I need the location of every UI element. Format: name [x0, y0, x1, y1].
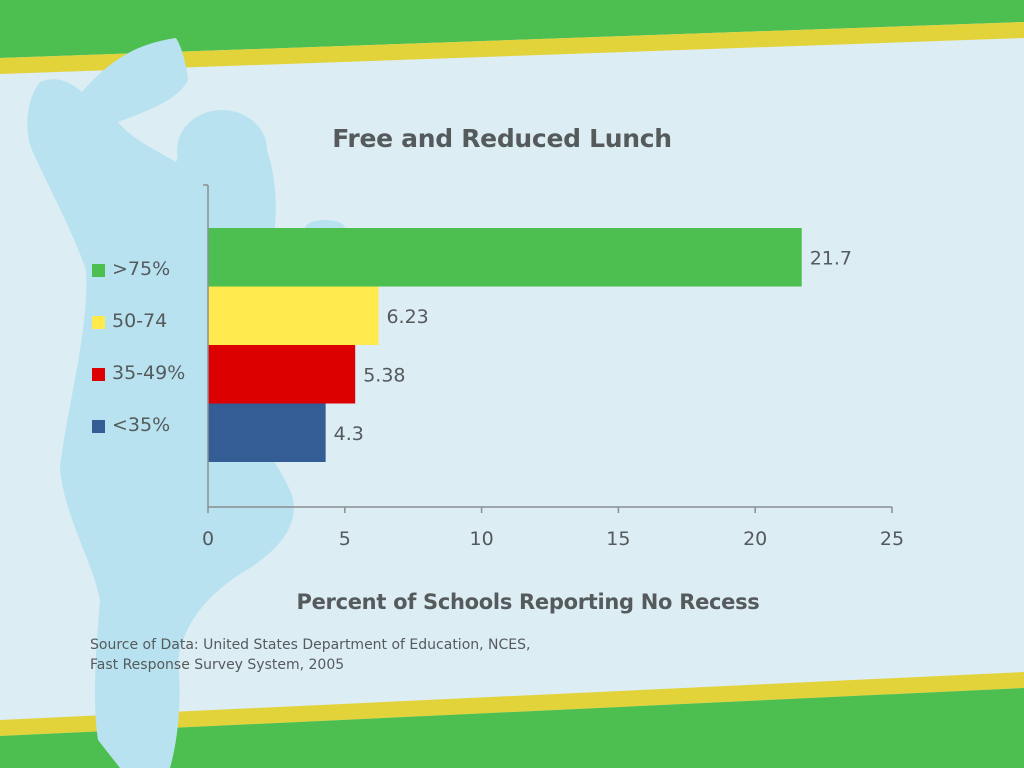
data-label: 4.3 — [334, 423, 364, 445]
legend-swatch — [92, 368, 105, 381]
chart-title: Free and Reduced Lunch — [332, 124, 672, 153]
source-note: Source of Data: United States Department… — [90, 635, 530, 675]
data-label: 21.7 — [810, 247, 852, 269]
x-tick-label: 20 — [743, 528, 767, 550]
legend-label: <35% — [112, 414, 171, 436]
x-tick-label: 15 — [606, 528, 630, 550]
top-yellow-band — [0, 22, 1024, 74]
data-label: 6.23 — [386, 306, 428, 328]
x-axis-title: Percent of Schools Reporting No Recess — [296, 590, 760, 614]
x-tick-label: 10 — [470, 528, 494, 550]
x-tick-label: 5 — [339, 528, 351, 550]
legend-label: 35-49% — [112, 362, 186, 384]
x-tick-label: 0 — [202, 528, 214, 550]
top-green-band — [0, 0, 1024, 58]
legend-label: 50-74 — [112, 310, 168, 332]
legend-label: >75% — [112, 258, 171, 280]
source-line: Fast Response Survey System, 2005 — [90, 657, 345, 673]
bottom-green-band — [0, 688, 1024, 768]
legend-swatch — [92, 420, 105, 433]
legend-swatch — [92, 316, 105, 329]
legend-swatch — [92, 264, 105, 277]
source-line: Source of Data: United States Department… — [90, 637, 531, 653]
bar — [208, 403, 326, 462]
bar — [208, 345, 356, 404]
bar — [208, 228, 802, 287]
x-tick-label: 25 — [880, 528, 904, 550]
bottom-yellow-band — [0, 672, 1024, 736]
data-label: 5.38 — [363, 364, 405, 386]
bar — [208, 286, 379, 345]
